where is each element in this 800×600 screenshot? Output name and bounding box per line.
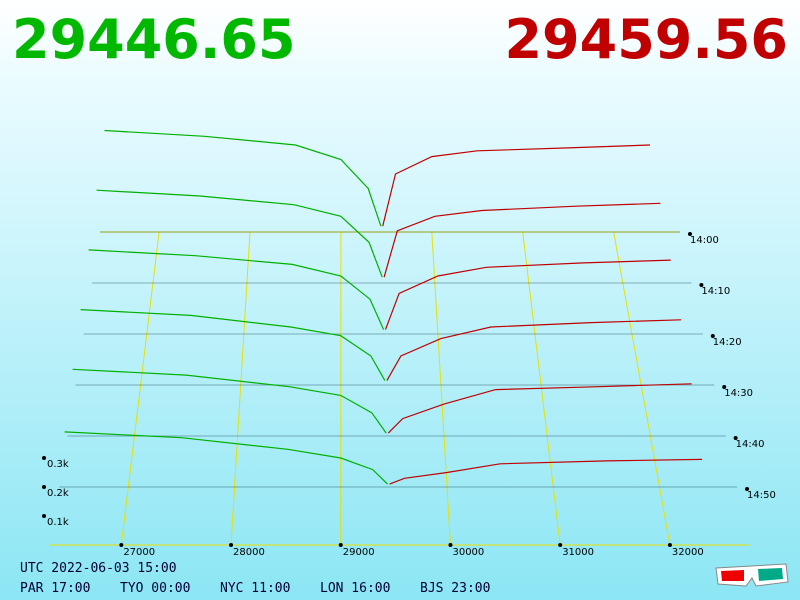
bid-depth-line — [88, 249, 385, 330]
z-tick-mark — [42, 456, 46, 460]
bid-price: 29446.65 — [12, 8, 296, 71]
time-label: 14:00 — [690, 235, 719, 246]
city-time: TYO 00:00 — [120, 581, 190, 596]
bid-depth-line — [64, 431, 388, 485]
time-label: 14:30 — [724, 388, 753, 399]
grid-line — [613, 231, 671, 546]
city-time: LON 16:00 — [320, 581, 390, 596]
x-tick-label: 29000 — [343, 547, 375, 558]
ask-depth-line — [384, 259, 671, 330]
time-tick-mark — [733, 436, 738, 440]
x-tick-label: 32000 — [672, 547, 704, 558]
z-tick-label: 0.2k — [47, 488, 69, 499]
time-tick-mark — [688, 232, 692, 236]
tick-mark — [119, 543, 124, 547]
time-tick-mark — [745, 487, 750, 491]
ask-depth-line — [382, 144, 651, 227]
time-label: 14:20 — [713, 337, 742, 348]
time-label: 14:50 — [747, 490, 776, 501]
utc-time: UTC 2022-06-03 15:00 — [20, 561, 177, 576]
x-tick-label: 31000 — [562, 547, 594, 558]
x-tick-label: 30000 — [452, 547, 484, 558]
time-tick-mark — [710, 334, 715, 338]
ask-depth-line — [386, 319, 682, 381]
time-label: 14:40 — [736, 439, 765, 450]
x-tick-label: 28000 — [233, 547, 265, 558]
tick-mark — [667, 543, 672, 547]
ask-price: 29459.56 — [504, 8, 788, 71]
time-tick-mark — [699, 283, 704, 287]
tick-mark — [558, 543, 563, 547]
z-tick-label: 0.3k — [47, 459, 69, 470]
tick-mark — [338, 543, 343, 547]
grid-line — [431, 231, 451, 546]
bid-depth-line — [104, 129, 382, 227]
x-tick-label: 27000 — [123, 547, 155, 558]
city-time: NYC 11:00 — [220, 581, 290, 596]
z-tick-mark — [42, 514, 46, 518]
ask-depth-line — [389, 458, 703, 485]
z-tick-mark — [42, 485, 46, 489]
grid-line — [230, 231, 251, 546]
bid-depth-line — [80, 309, 386, 381]
tick-mark — [448, 543, 453, 547]
bid-depth-line — [96, 189, 383, 278]
time-tick-mark — [722, 385, 727, 389]
bid-depth-line — [72, 368, 387, 434]
ask-depth-line — [383, 202, 661, 278]
ask-depth-line — [387, 383, 692, 434]
3d-glasses-icon — [715, 563, 789, 587]
city-time: PAR 17:00 — [20, 581, 90, 596]
time-label: 14:10 — [701, 286, 730, 297]
grid-line — [120, 231, 160, 546]
city-time: BJS 23:00 — [420, 581, 490, 596]
z-tick-label: 0.1k — [47, 517, 69, 528]
tick-mark — [229, 543, 234, 547]
